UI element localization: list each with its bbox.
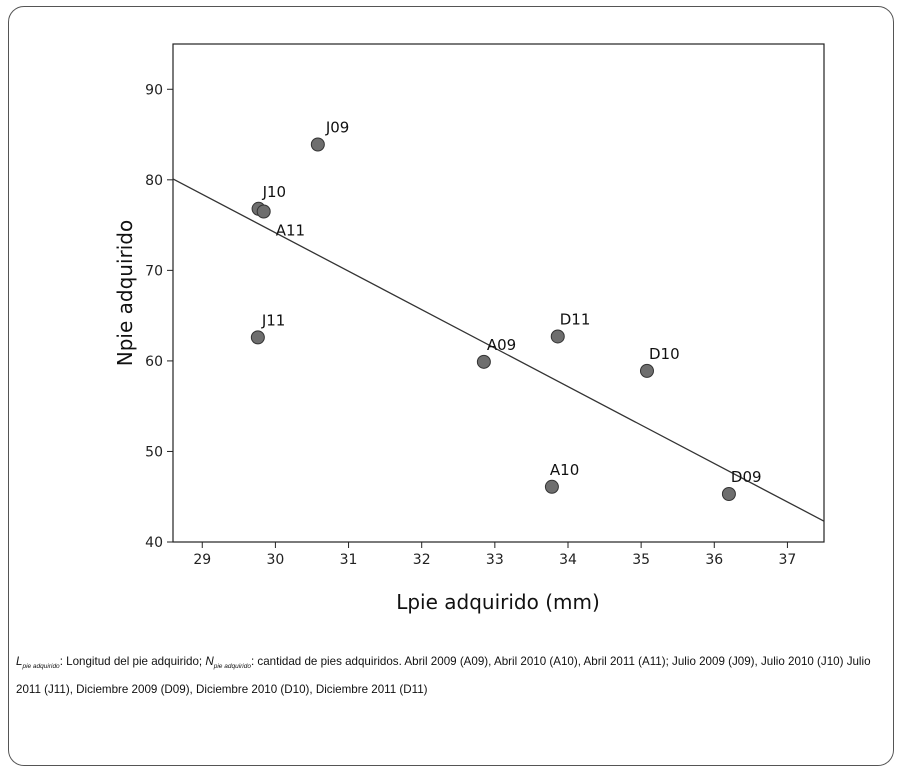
x-tick-label: 33 xyxy=(486,552,504,568)
x-tick-label: 37 xyxy=(779,552,797,568)
y-tick-label: 50 xyxy=(145,444,163,460)
point-label: A11 xyxy=(276,222,305,240)
y-tick-label: 60 xyxy=(145,354,163,370)
regression-line xyxy=(172,178,825,522)
caption-n-sub: pie adquirido xyxy=(213,663,251,670)
data-point xyxy=(544,479,559,494)
data-point xyxy=(476,354,491,369)
caption-n-text: : cantidad de pies adquiridos. Abril 200… xyxy=(16,655,871,696)
x-tick-label: 34 xyxy=(559,552,577,568)
point-label: A10 xyxy=(550,461,579,479)
caption-l-var: L xyxy=(16,655,23,668)
y-tick-label: 70 xyxy=(145,263,163,279)
point-label: J10 xyxy=(262,183,287,201)
caption-l-text: : Longitud del pie adquirido; xyxy=(59,655,206,668)
data-point xyxy=(256,204,271,219)
x-axis-label: Lpie adquirido (mm) xyxy=(396,590,600,614)
x-tick-label: 36 xyxy=(705,552,723,568)
caption-l-sub: pie adquirido xyxy=(22,663,60,670)
point-label: A09 xyxy=(487,336,516,354)
data-point xyxy=(250,330,265,345)
data-point xyxy=(550,329,565,344)
y-tick-label: 40 xyxy=(145,535,163,551)
point-label: D10 xyxy=(649,345,680,363)
point-label: D09 xyxy=(731,468,762,486)
y-axis-label: Npie adquirido xyxy=(113,220,137,366)
data-point xyxy=(310,137,325,152)
scatter-chart: 40 50 60 70 80 90 29 30 31 32 33 34 35 36 37 J09 J10 A1… xyxy=(113,43,825,614)
caption-n-var: N xyxy=(205,655,214,668)
x-tick-label: 35 xyxy=(632,552,650,568)
plot-area xyxy=(172,43,825,543)
data-point xyxy=(639,363,654,378)
x-tick-label: 32 xyxy=(413,552,431,568)
data-point xyxy=(721,487,736,502)
point-label: J11 xyxy=(261,311,286,329)
x-tick-label: 30 xyxy=(266,552,284,568)
point-label: D11 xyxy=(560,310,591,328)
y-tick-label: 90 xyxy=(145,82,163,98)
y-tick-label: 80 xyxy=(145,173,163,189)
figure-caption: Lpie adquirido: Longitud del pie adquiri… xyxy=(16,650,894,701)
x-tick-label: 31 xyxy=(340,552,358,568)
point-label: J09 xyxy=(325,119,350,137)
x-tick-label: 29 xyxy=(193,552,211,568)
